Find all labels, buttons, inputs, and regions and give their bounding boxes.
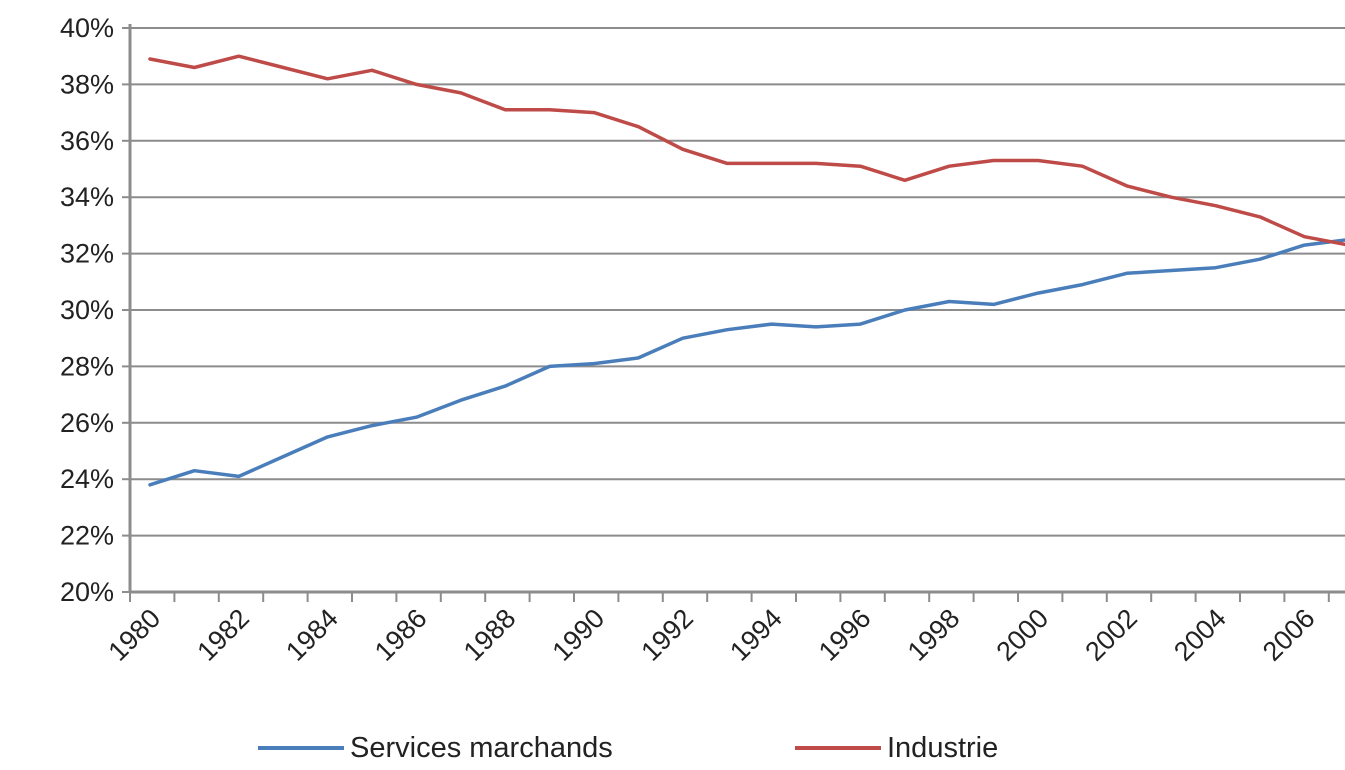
- x-tick-label: 1996: [813, 603, 877, 667]
- y-tick-label: 24%: [60, 464, 114, 494]
- gridlines: [130, 27, 1345, 537]
- legend-label-industrie: Industrie: [887, 731, 999, 764]
- x-tick-label: 2000: [991, 603, 1055, 667]
- x-tick-label: 2006: [1257, 603, 1321, 667]
- y-tick-label: 30%: [60, 295, 114, 325]
- legend-item-services: Services marchands: [258, 728, 613, 768]
- x-tick-label: 2002: [1079, 603, 1143, 667]
- y-tick-label: 20%: [60, 577, 114, 607]
- series-line-services-marchands: [148, 238, 1345, 487]
- x-tick-label: 1994: [724, 603, 788, 667]
- x-tick-label: 1984: [280, 603, 344, 667]
- x-tick-label: 1990: [547, 603, 611, 667]
- y-tick-label: 34%: [60, 182, 114, 212]
- series-lines: [148, 54, 1345, 487]
- y-tick-label: 38%: [60, 69, 114, 99]
- legend-label-services: Services marchands: [350, 731, 613, 764]
- y-tick-label: 26%: [60, 408, 114, 438]
- y-tick-label: 40%: [60, 13, 114, 43]
- y-tick-label: 22%: [60, 521, 114, 551]
- line-chart: 20%22%24%26%28%30%32%34%36%38%40% 1980 19…: [60, 13, 1345, 667]
- y-axis-ticks: 20% 22% 24% 26% 28% 30% 32% 34% 36% 38% 40%: [60, 13, 130, 607]
- y-tick-label: 28%: [60, 351, 114, 381]
- x-tick-label: 1998: [902, 603, 966, 667]
- y-tick-label: 32%: [60, 239, 114, 269]
- legend-swatch-industrie: [795, 746, 881, 750]
- x-tick-label: 2004: [1168, 603, 1232, 667]
- legend-swatch-services: [258, 746, 344, 750]
- axes: [128, 24, 1345, 594]
- x-tick-label: 1980: [103, 603, 167, 667]
- y-tick-label: 36%: [60, 126, 114, 156]
- x-axis-ticks: 1980 1982 1984 1986 1988 1990 1992 1994 1996 1998…: [103, 592, 1330, 667]
- legend: Services marchands Industrie: [0, 728, 1345, 768]
- x-tick-label: 1992: [635, 603, 699, 667]
- x-tick-label: 1988: [458, 603, 522, 667]
- legend-item-industrie: Industrie: [795, 728, 998, 768]
- series-line-industrie: [148, 54, 1345, 247]
- x-tick-label: 1982: [191, 603, 255, 667]
- x-tick-label: 1986: [369, 603, 433, 667]
